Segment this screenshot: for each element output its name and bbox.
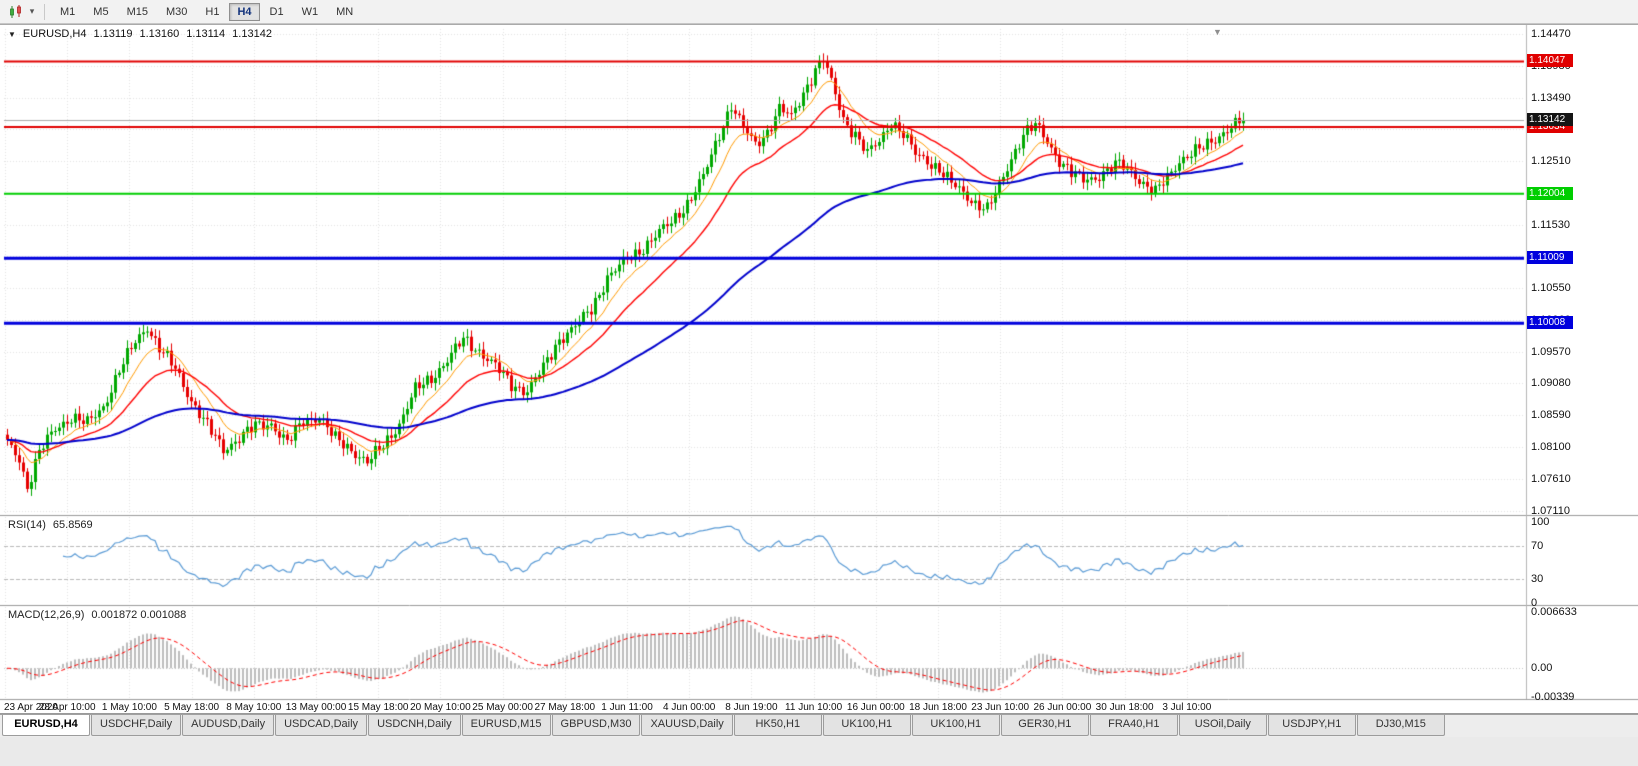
tab-usoil-daily[interactable]: USOil,Daily	[1178, 715, 1267, 736]
tab-fra40-h1[interactable]: FRA40,H1	[1089, 715, 1178, 736]
bottom-strip	[0, 737, 1638, 766]
tab-audusd-daily[interactable]: AUDUSD,Daily	[182, 715, 275, 736]
symbol-tabs: EURUSD,H4 USDCHF,Daily AUDUSD,Daily USDCAD,…	[0, 714, 1638, 737]
timeframe-toolbar: ▾ M1 M5 M15 M30 H1 H4 D1 W1 MN	[0, 0, 1638, 24]
chart-window: ▼ EURUSD,H4 1.13119 1.13160 1.13114 1.13…	[0, 24, 1638, 715]
tab-usdchf-daily[interactable]: USDCHF,Daily	[91, 715, 182, 736]
price-chart-canvas[interactable]	[0, 25, 1638, 715]
timeframe-button-h4[interactable]: H4	[229, 2, 260, 21]
timeframe-buttons: M1 M5 M15 M30 H1 H4 D1 W1 MN	[51, 2, 362, 21]
timeframe-button-d1[interactable]: D1	[262, 3, 292, 21]
candlestick-icon-graphic	[10, 4, 21, 18]
tab-eurusd-h4[interactable]: EURUSD,H4	[2, 715, 90, 736]
timeframe-button-m15[interactable]: M15	[119, 3, 156, 21]
tab-xauusd-daily[interactable]: XAUUSD,Daily	[641, 715, 733, 736]
tab-uk100-h1[interactable]: UK100,H1	[822, 715, 911, 736]
chart-type-dropdown-icon[interactable]: ▾	[29, 6, 35, 16]
tab-usdcnh-daily[interactable]: USDCNH,Daily	[368, 715, 461, 736]
tab-gbpusd-m30[interactable]: GBPUSD,M30	[551, 715, 641, 736]
tab-usdjpy-h1[interactable]: USDJPY,H1	[1267, 715, 1356, 736]
timeframe-button-mn[interactable]: MN	[328, 3, 361, 21]
timeframe-button-m5[interactable]: M5	[85, 3, 116, 21]
toolbar-separator	[44, 3, 45, 20]
timeframe-button-m30[interactable]: M30	[158, 3, 195, 21]
tab-usdcad-daily[interactable]: USDCAD,Daily	[275, 715, 368, 736]
tab-eurusd-m15[interactable]: EURUSD,M15	[461, 715, 551, 736]
tab-ger30-h1[interactable]: GER30,H1	[1000, 715, 1089, 736]
timeframe-button-h1[interactable]: H1	[197, 3, 227, 21]
timeframe-button-m1[interactable]: M1	[52, 3, 83, 21]
timeframe-button-w1[interactable]: W1	[294, 3, 327, 21]
tab-dj30-m15[interactable]: DJ30,M15	[1356, 715, 1445, 736]
tab-uk100-h1[interactable]: UK100,H1	[911, 715, 1000, 736]
chart-type-icon[interactable]	[6, 2, 26, 22]
tab-hk50-h1[interactable]: HK50,H1	[733, 715, 822, 736]
